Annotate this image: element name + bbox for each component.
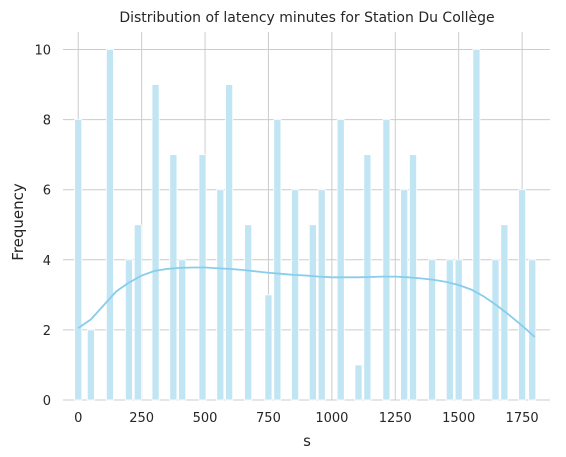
histogram-bar (133, 224, 142, 401)
y-tick-label: 0 (43, 394, 51, 409)
histogram-bar (400, 189, 409, 401)
x-axis-label: s (303, 432, 311, 450)
histogram-bar (428, 259, 437, 401)
histogram-bar (454, 259, 463, 401)
x-tick-label: 250 (129, 411, 154, 426)
x-axis-ticks: 0 250 500 750 1000 1250 1500 1750 (74, 411, 539, 426)
histogram-bar (124, 259, 133, 401)
chart-title: Distribution of latency minutes for Stat… (119, 10, 494, 26)
histogram-bar (105, 49, 114, 401)
x-tick-label: 1750 (506, 411, 539, 426)
histogram-bar (151, 84, 160, 401)
y-tick-label: 6 (43, 184, 51, 199)
histogram-bar (216, 189, 225, 401)
histogram-bar (291, 189, 300, 401)
histogram-bar (273, 119, 282, 401)
histogram-bar (528, 259, 537, 401)
x-tick-label: 1250 (379, 411, 412, 426)
histogram-bar (86, 329, 95, 401)
y-tick-label: 10 (34, 44, 51, 59)
histogram-bar (169, 154, 178, 401)
x-tick-label: 1500 (442, 411, 475, 426)
histogram-bar (198, 154, 207, 401)
x-tick-label: 0 (74, 411, 82, 426)
histogram-bar (225, 84, 234, 401)
x-tick-label: 500 (193, 411, 218, 426)
y-axis-ticks: 0 2 4 6 8 10 (34, 44, 51, 409)
histogram-bars (74, 49, 537, 401)
x-tick-label: 1000 (315, 411, 348, 426)
histogram-bar (244, 224, 253, 401)
histogram-bar (518, 189, 527, 401)
histogram-bar (74, 119, 83, 401)
kde-curve (77, 266, 536, 338)
histogram-bar (178, 259, 187, 401)
histogram-bar (382, 119, 391, 401)
histogram-bar (491, 259, 500, 401)
x-tick-label: 750 (256, 411, 281, 426)
histogram-bar (445, 259, 454, 401)
y-tick-label: 4 (43, 254, 51, 269)
histogram-bar (354, 364, 363, 401)
histogram-bar (336, 119, 345, 401)
y-tick-label: 2 (43, 324, 51, 339)
histogram-bar (472, 49, 481, 401)
y-tick-label: 8 (43, 114, 51, 129)
histogram-bar (308, 224, 317, 401)
histogram-bar (264, 294, 273, 401)
histogram-bar (317, 189, 326, 401)
y-axis-label: Frequency (9, 183, 27, 261)
